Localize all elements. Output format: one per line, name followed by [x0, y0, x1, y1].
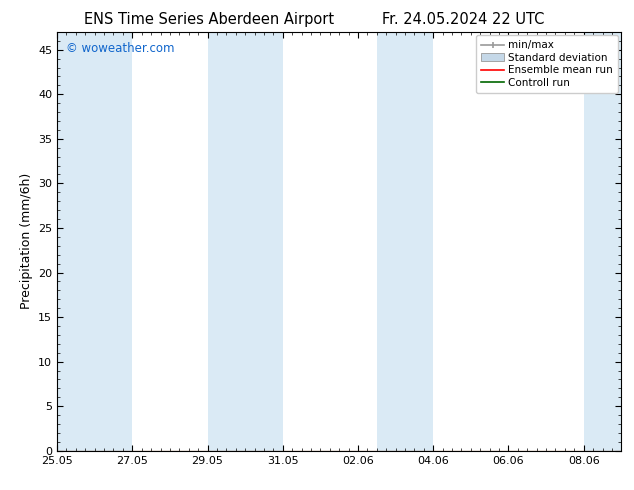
Y-axis label: Precipitation (mm/6h): Precipitation (mm/6h): [20, 173, 32, 310]
Text: © woweather.com: © woweather.com: [65, 42, 174, 55]
Legend: min/max, Standard deviation, Ensemble mean run, Controll run: min/max, Standard deviation, Ensemble me…: [476, 35, 618, 93]
Text: Fr. 24.05.2024 22 UTC: Fr. 24.05.2024 22 UTC: [382, 12, 544, 27]
Bar: [207, 32, 283, 451]
Text: ENS Time Series Aberdeen Airport: ENS Time Series Aberdeen Airport: [84, 12, 334, 27]
Bar: [377, 32, 433, 451]
Bar: [57, 32, 133, 451]
Bar: [584, 32, 621, 451]
